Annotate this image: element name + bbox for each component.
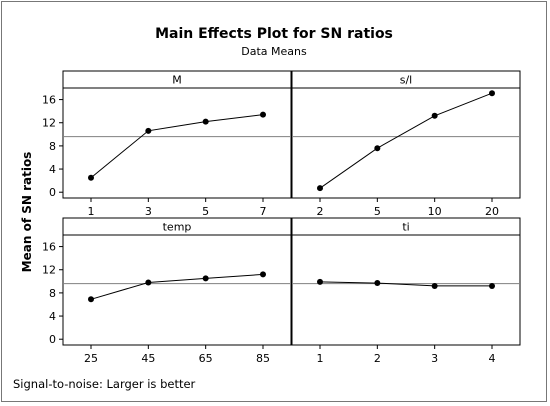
data-point: [202, 275, 209, 282]
data-point: [374, 280, 381, 287]
x-tick-label: 3: [431, 352, 438, 365]
panel-frame-3: [62, 234, 292, 346]
panel-header-label: M: [172, 74, 182, 87]
data-point: [88, 174, 94, 181]
data-point: [202, 118, 209, 125]
data-point: [374, 145, 381, 152]
panel-frame-4: [291, 234, 521, 346]
data-point: [489, 90, 495, 97]
panel-header-label: s/l: [400, 74, 413, 87]
data-point: [145, 279, 152, 286]
y-tick-label: 16: [42, 94, 56, 107]
x-tick-label: 20: [485, 205, 499, 218]
data-point: [431, 112, 438, 119]
chart-subtitle: Data Means: [241, 45, 307, 58]
x-tick-label: 2: [317, 205, 324, 218]
x-tick-label: 7: [260, 205, 267, 218]
x-tick-label: 65: [199, 352, 213, 365]
y-tick-label: 12: [42, 264, 56, 277]
panel-header-label: ti: [402, 221, 409, 234]
y-tick-label: 8: [49, 140, 56, 153]
y-tick-label: 4: [49, 163, 56, 176]
x-tick-label: 3: [145, 205, 152, 218]
x-tick-label: 1: [88, 205, 95, 218]
data-point: [431, 282, 438, 289]
data-point: [317, 185, 323, 192]
y-tick-label: 0: [49, 333, 56, 346]
series-line-sl: [319, 92, 493, 189]
series-line-ti: [319, 281, 492, 287]
x-tick-label: 45: [141, 352, 155, 365]
x-tick-label: 85: [256, 352, 270, 365]
chart-title: Main Effects Plot for SN ratios: [155, 26, 393, 42]
panel-frame-1: [62, 87, 292, 199]
y-tick-label: 12: [42, 117, 56, 130]
x-tick-label: 5: [374, 205, 381, 218]
data-point: [260, 111, 266, 118]
data-point: [145, 127, 152, 134]
y-tick-label: 0: [49, 186, 56, 199]
y-tick-label: 4: [49, 310, 56, 323]
x-tick-label: 4: [489, 352, 496, 365]
panel-frame-2: [291, 87, 521, 199]
data-point: [260, 271, 266, 278]
x-tick-label: 2: [374, 352, 381, 365]
x-tick-label: 5: [202, 205, 209, 218]
series-line-M: [90, 114, 264, 179]
panel-header-label: temp: [163, 221, 192, 234]
x-tick-label: 1: [317, 352, 324, 365]
data-point: [88, 296, 94, 303]
footnote: Signal-to-noise: Larger is better: [13, 377, 196, 391]
x-tick-label: 25: [84, 352, 98, 365]
y-tick-label: 16: [42, 241, 56, 254]
x-tick-label: 10: [428, 205, 442, 218]
series-line-temp: [90, 273, 264, 300]
y-tick-label: 8: [49, 287, 56, 300]
data-point: [317, 278, 323, 285]
data-point: [489, 282, 495, 289]
